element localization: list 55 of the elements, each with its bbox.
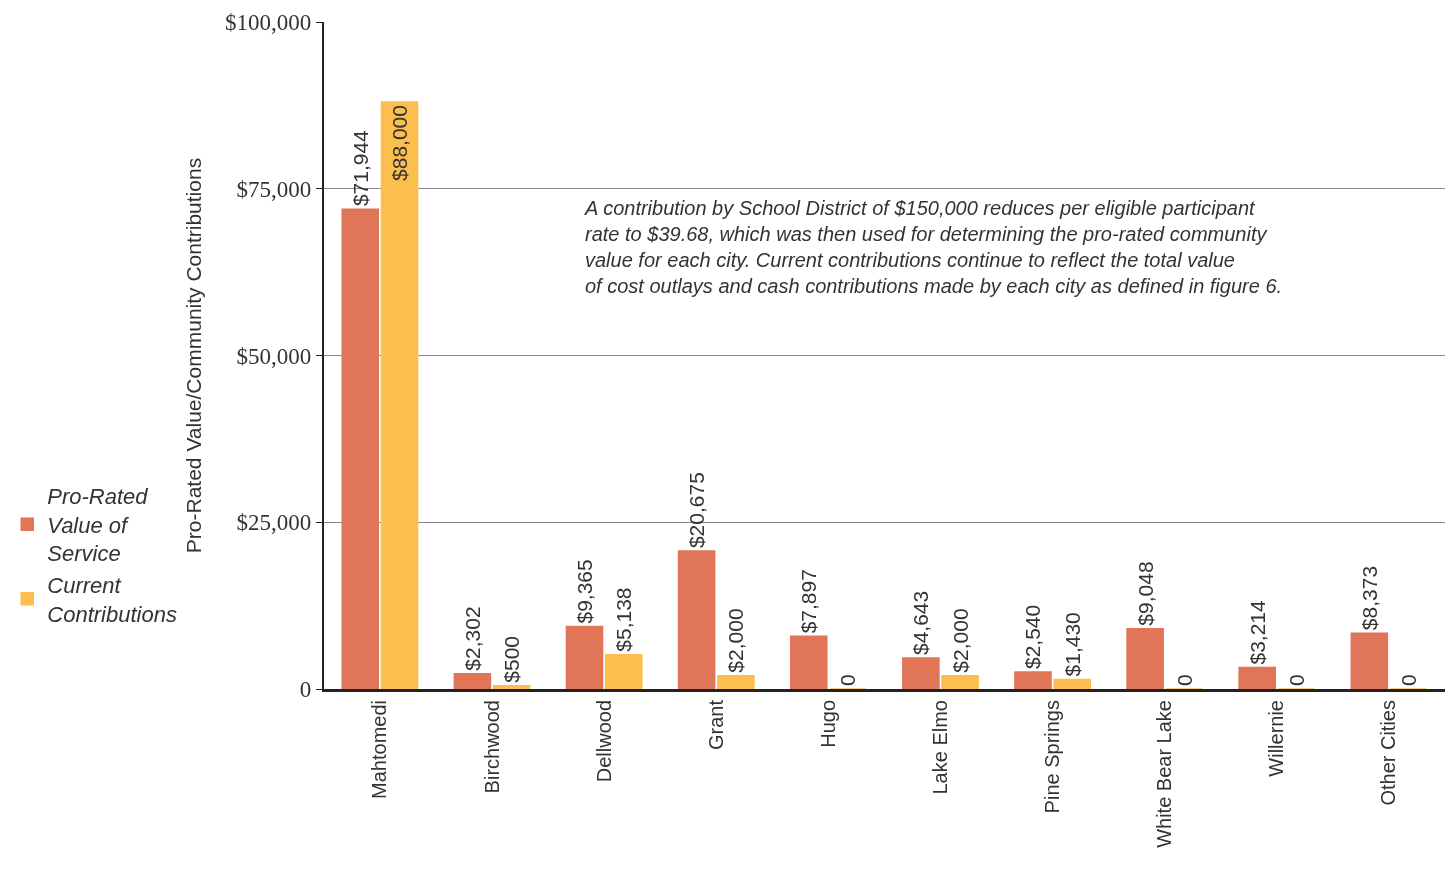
bar: [565, 625, 604, 689]
bar: [453, 672, 492, 689]
data-label: $20,675: [685, 472, 709, 549]
x-tick-label: Birchwood: [480, 700, 503, 794]
bar: [604, 653, 643, 689]
data-label: 0: [1172, 674, 1196, 686]
x-tick-label: Pine Springs: [1041, 700, 1064, 814]
bar: [380, 101, 419, 689]
x-tick-label: Hugo: [816, 700, 839, 748]
legend-label: Pro-Rated Value of Service: [47, 484, 149, 567]
data-label: $3,214: [1245, 600, 1269, 665]
y-tick-label: $50,000: [236, 343, 312, 369]
bar: [1126, 627, 1164, 689]
data-label: $2,540: [1021, 604, 1045, 670]
data-label: $7,897: [797, 569, 821, 634]
bar: [1053, 678, 1092, 689]
bar: [941, 674, 979, 689]
bar: [902, 657, 940, 689]
data-label: $500: [500, 635, 524, 683]
data-label: 0: [1397, 674, 1421, 686]
data-label: $88,000: [388, 105, 411, 181]
data-label: $2,000: [724, 608, 748, 673]
data-label: $9,048: [1133, 561, 1157, 626]
data-label: $5,138: [612, 587, 636, 652]
data-label: 0: [1284, 674, 1308, 686]
y-tick-label: $75,000: [236, 176, 312, 202]
bar: [492, 684, 531, 689]
legend-label: Current Contributions: [47, 572, 177, 627]
data-label: $2,302: [460, 606, 484, 671]
x-tick-label: White Bear Lake: [1153, 700, 1176, 848]
x-tick-label: Other Cities: [1377, 700, 1400, 806]
data-label: $71,944: [348, 129, 372, 207]
y-tick-label: 0: [299, 677, 312, 703]
x-tick-label: Grant: [704, 699, 727, 751]
bar: [717, 674, 755, 689]
bar: [1014, 671, 1052, 689]
data-label: $9,365: [572, 559, 596, 624]
x-tick-label: Mahtomedi: [368, 700, 391, 799]
bar: [789, 635, 828, 689]
bar: [677, 550, 716, 689]
bar: [1238, 666, 1276, 689]
data-label: $1,430: [1060, 612, 1084, 677]
x-tick-label: Dellwood: [592, 700, 615, 783]
y-tick-label: $100,000: [224, 10, 312, 36]
data-label: $8,373: [1357, 565, 1381, 631]
x-tick-label: Willernie: [1265, 700, 1288, 777]
annotation: A contribution by School District of $150,000 reduces per eligible participant rate to $39.68, which was then used for determining the pro-rated community value for each city. Current contributions continue to reflect the total value of cost outlays and cash contributions made by each city as defined in figure 6.: [584, 197, 1283, 297]
data-label: $2,000: [948, 608, 972, 673]
y-axis-title: Pro-Rated Value/Community Contributions: [182, 157, 206, 554]
x-tick-label: Lake Elmo: [928, 700, 951, 795]
data-label: 0: [836, 674, 860, 686]
data-label: $4,643: [909, 590, 933, 656]
bar: [341, 208, 380, 689]
y-tick-label: $25,000: [236, 510, 312, 536]
bar: [1350, 632, 1389, 689]
